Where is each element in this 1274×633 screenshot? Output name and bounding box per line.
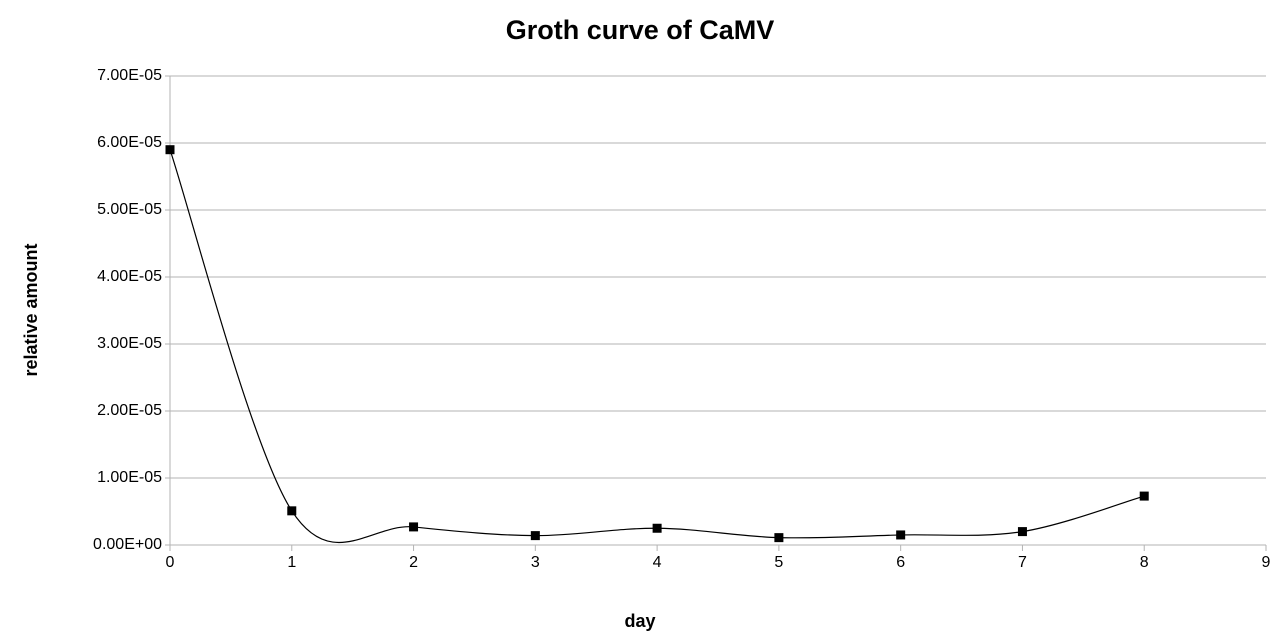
x-tick-label: 8: [1140, 554, 1149, 571]
y-tick-label: 2.00E-05: [97, 402, 162, 419]
x-tick-label: 3: [531, 554, 540, 571]
y-tick-label: 4.00E-05: [97, 268, 162, 285]
x-tick-label: 1: [287, 554, 296, 571]
x-tick-label: 5: [774, 554, 783, 571]
x-tick-label: 7: [1018, 554, 1027, 571]
x-tick-label: 0: [166, 554, 175, 571]
x-tick-label: 2: [409, 554, 418, 571]
x-tick-label: 4: [653, 554, 662, 571]
data-point: [530, 531, 540, 541]
x-axis-label: day: [624, 611, 655, 631]
data-point: [652, 523, 662, 533]
y-axis-label: relative amount: [21, 243, 41, 376]
data-point: [409, 522, 419, 532]
series-line: [169, 149, 1145, 543]
y-tick-label: 0.00E+00: [93, 536, 162, 553]
data-point: [774, 533, 784, 543]
data-point: [896, 530, 906, 540]
x-tick-label: 9: [1262, 554, 1271, 571]
data-point: [1017, 527, 1027, 537]
y-tick-label: 1.00E-05: [97, 469, 162, 486]
data-point: [1139, 491, 1149, 501]
y-tick-label: 6.00E-05: [97, 134, 162, 151]
data-point: [287, 506, 297, 516]
x-tick-label: 6: [896, 554, 905, 571]
data-point: [165, 145, 175, 155]
y-tick-label: 5.00E-05: [97, 201, 162, 218]
chart-title: Groth curve of CaMV: [506, 15, 775, 45]
y-tick-label: 7.00E-05: [97, 67, 162, 84]
y-tick-label: 3.00E-05: [97, 335, 162, 352]
